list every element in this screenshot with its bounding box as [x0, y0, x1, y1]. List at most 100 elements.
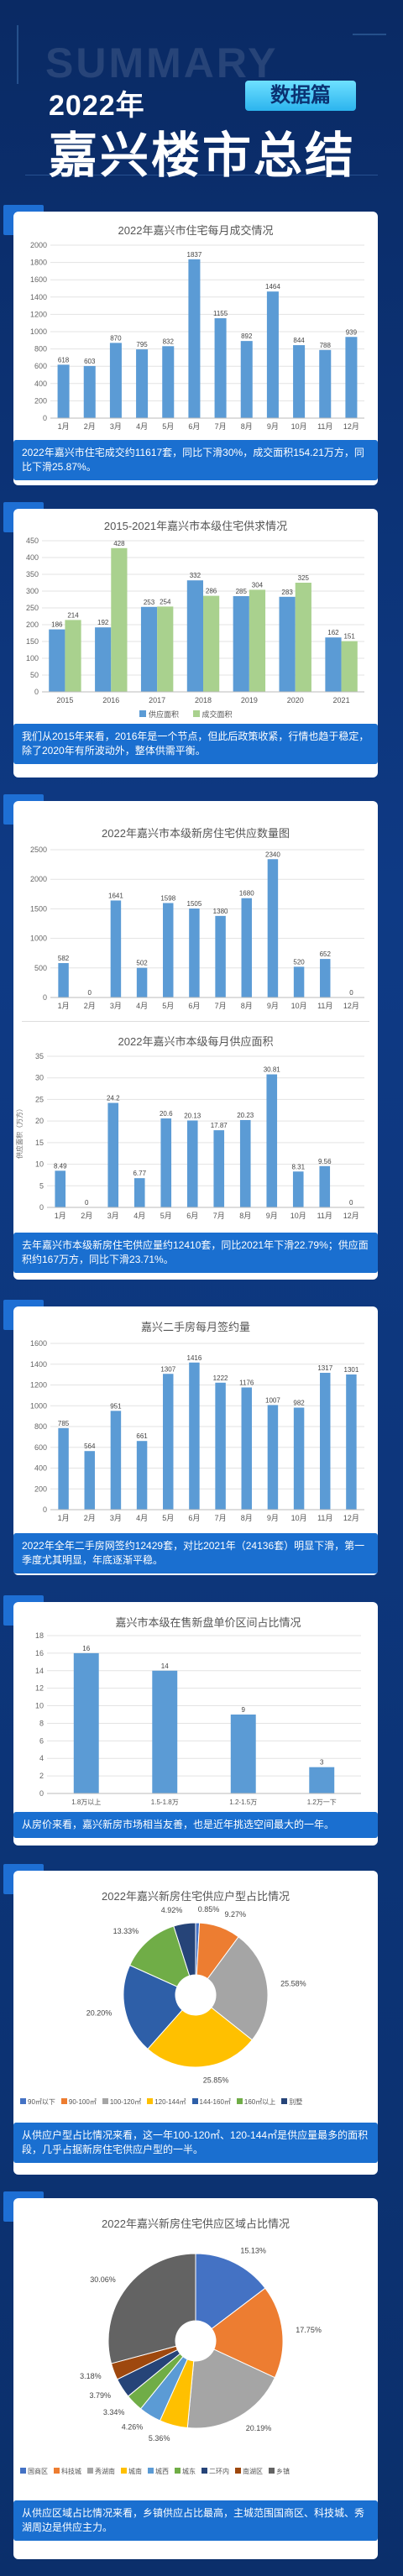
- y-tick-label: 350: [26, 570, 39, 579]
- legend-swatch: [148, 2468, 154, 2474]
- x-tick-label: 1月: [58, 1002, 70, 1010]
- data-label: 788: [320, 342, 332, 349]
- x-tick-label: 12月: [343, 1514, 359, 1522]
- legend-item: 城南: [121, 2467, 142, 2476]
- x-tick-label: 5月: [162, 1514, 174, 1522]
- data-label: 14: [161, 1662, 169, 1670]
- data-label: 1380: [213, 908, 228, 915]
- y-tick-label: 400: [26, 553, 39, 562]
- legend-swatch: [102, 2098, 108, 2104]
- x-tick-label: 10月: [291, 1514, 307, 1522]
- y-tick-label: 250: [26, 604, 39, 612]
- y-tick-label: 1000: [30, 1401, 47, 1410]
- section-caption: 从供应区域占比情况来看，乡镇供应占比最高，主城范围国商区、科技城、秀湖周边是供应…: [13, 2500, 378, 2541]
- bar: [214, 318, 227, 418]
- unit-type-pie: 0.85% 9.27% 25.58% 25.85% 20.20% 13.33% 4.92%: [86, 1905, 306, 2085]
- x-tick-label: 11月: [317, 1514, 332, 1522]
- pie-slice: [195, 2253, 266, 2330]
- bar: [58, 1427, 69, 1510]
- pie-label: 5.36%: [149, 2434, 170, 2442]
- data-label: 0: [349, 989, 353, 997]
- legend-label: 120-144㎡: [154, 2098, 186, 2106]
- y-tick-label: 1800: [30, 259, 47, 267]
- bar: [239, 1119, 251, 1207]
- x-tick-label: 3月: [110, 1002, 122, 1010]
- pie-label: 3.18%: [80, 2372, 102, 2380]
- legend-label: 供应面积: [149, 710, 180, 719]
- data-label: 1464: [265, 283, 280, 291]
- legend-swatch: [139, 710, 146, 717]
- data-label: 1680: [239, 890, 254, 898]
- y-tick-label: 800: [34, 1422, 47, 1431]
- data-label: 1598: [160, 895, 175, 903]
- bar: [320, 1373, 331, 1510]
- data-label: 20.13: [184, 1112, 202, 1119]
- bar: [136, 967, 148, 997]
- data-label: 1222: [213, 1374, 228, 1382]
- y-tick-label: 5: [39, 1181, 44, 1190]
- bar: [279, 596, 296, 692]
- data-label: 162: [327, 629, 339, 636]
- x-tick-label: 7月: [213, 1212, 225, 1220]
- bar: [55, 1170, 66, 1207]
- x-tick-label: 11月: [317, 422, 332, 431]
- bar: [163, 903, 174, 997]
- bar: [267, 1405, 279, 1510]
- x-tick-label: 3月: [110, 422, 122, 431]
- legend-swatch: [281, 2098, 288, 2104]
- legend-label: 秀湖南: [95, 2468, 115, 2475]
- y-tick-label: 1200: [30, 310, 47, 318]
- x-tick-label: 1月: [58, 1514, 70, 1522]
- data-label: 151: [343, 633, 355, 641]
- pie-label: 25.58%: [280, 1980, 306, 1988]
- x-tick-label: 12月: [343, 1212, 359, 1220]
- legend-label: 144-160㎡: [199, 2098, 231, 2106]
- data-label: 1317: [317, 1364, 332, 1372]
- section-06: 06 2022年嘉兴新房住宅供应户型占比情况 0.85%9.27%25.58%2…: [3, 1864, 386, 2176]
- section-caption: 2022年全年二手房网签约12429套，对比2021年（24136套）明显下滑，…: [13, 1533, 378, 1573]
- x-tick-label: 1月: [58, 422, 70, 431]
- bar: [107, 1102, 119, 1207]
- monthly-sales-chart: 0 200 400 600 800 1000 1200 1400 1600 1800 2000 1月 6…: [30, 241, 364, 431]
- y-tick-label: 0: [39, 1203, 44, 1212]
- legend-item: 国商区: [20, 2467, 48, 2476]
- pie-label: 4.92%: [161, 1906, 183, 1914]
- data-label: 520: [293, 958, 305, 966]
- x-tick-label: 5月: [162, 1002, 174, 1010]
- bar: [213, 1130, 225, 1207]
- data-label: 20.6: [160, 1110, 173, 1118]
- x-tick-label: 10月: [291, 1002, 307, 1010]
- legend-label: 别墅: [289, 2098, 303, 2106]
- decor-line: [17, 25, 18, 84]
- header-year: 2022年: [49, 90, 145, 122]
- legend-label: 城南: [128, 2468, 142, 2475]
- pie-label: 0.85%: [198, 1905, 220, 1914]
- data-label: 428: [113, 540, 125, 547]
- header-background-word: SUMMARY: [45, 39, 279, 86]
- y-tick-label: 1600: [30, 275, 47, 284]
- legend-swatch: [192, 710, 200, 717]
- y-tick-label: 400: [34, 380, 47, 388]
- data-label: 939: [346, 328, 358, 336]
- data-label: 304: [252, 581, 264, 589]
- x-tick-label: 2月: [84, 1002, 96, 1010]
- legend-item: 秀湖南: [87, 2467, 115, 2476]
- x-tick-label: 4月: [136, 1002, 148, 1010]
- y-tick-label: 1200: [30, 1381, 47, 1390]
- bar: [95, 627, 112, 692]
- bar: [249, 589, 266, 692]
- x-tick-label: 9月: [267, 1002, 279, 1010]
- x-tick-label: 2月: [84, 1514, 96, 1522]
- section-05: 05 嘉兴市本级在售新盘单价区间占比情况 0246810121416181.8万…: [3, 1595, 386, 1847]
- y-tick-label: 14: [35, 1667, 44, 1675]
- legend-label: 成交面积: [202, 710, 233, 719]
- bar: [241, 1387, 252, 1510]
- bar: [163, 1374, 174, 1510]
- district-pie: 15.13% 17.75% 20.19% 5.36% 4.26% 3.34% 3.79% 3.…: [80, 2247, 322, 2443]
- y-tick-label: 1000: [30, 327, 47, 336]
- x-tick-label: 1.8万以上: [71, 1798, 101, 1806]
- data-label: 795: [136, 341, 148, 348]
- x-tick-label: 7月: [215, 1514, 227, 1522]
- section-caption: 从供应户型占比情况来看，这一年100-120㎡、120-144㎡是供应量最多的面…: [13, 2123, 378, 2163]
- legend-label: 90㎡以下: [28, 2098, 55, 2106]
